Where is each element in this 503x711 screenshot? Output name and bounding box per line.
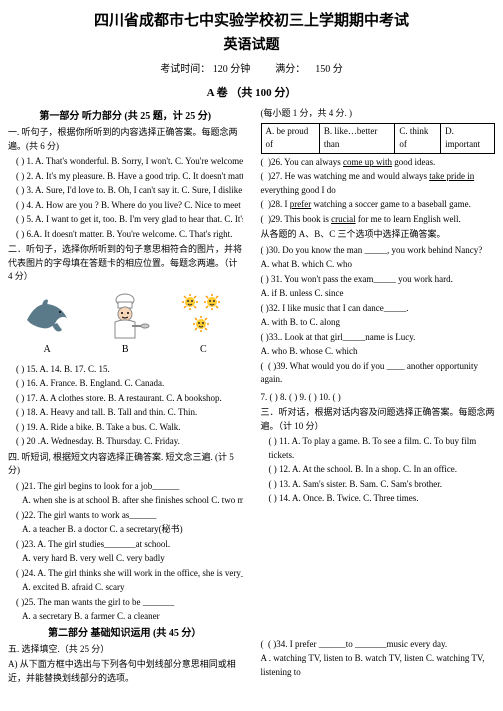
q11: ( ) 11. A. To play a game. B. To see a f… [269, 435, 496, 462]
time-label: 考试时间： [160, 64, 210, 75]
q2: ( ) 2. A. It's my pleasure. B. Have a go… [16, 170, 243, 184]
section3-intro: 三．听对话，根据对话内容及问题选择正确答案。每题念两遍。（计 10 分） [261, 406, 496, 433]
part1-title: 第一部分 听力部分 (共 25 题，计 25 分) [8, 109, 243, 124]
q25: ( )25. The man wants the girl to be ____… [16, 596, 243, 610]
q15: ( ) 15. A. 14. B. 17. C. 15. [16, 363, 243, 377]
q33: ( )33.. Look at that girl_____name is Lu… [261, 331, 496, 345]
q19: ( ) 19. A. Ride a bike. B. Take a bus. C… [16, 421, 243, 435]
opt-c: C. think of [395, 123, 441, 153]
full-value: 150 分 [315, 64, 343, 75]
q18: ( ) 18. A. Heavy and tall. B. Tall and t… [16, 406, 243, 420]
section-a-heading: A 卷 （共 100 分） [8, 85, 495, 102]
q23: ( )23. A. The girl studies_______at scho… [16, 538, 243, 552]
section5b: 从各题的 A、B、C 三个选项中选择正确答案。 [261, 228, 496, 242]
suns-icon [178, 290, 228, 340]
section5-intro: 五. 选择填空.（共 25 分） [8, 643, 243, 657]
q5: ( ) 5. A. I want to get it, too. B. I'm … [16, 213, 243, 227]
q31-opts: A. if B. unless C. since [261, 287, 496, 301]
q14: ( ) 14. A. Once. B. Twice. C. Three time… [269, 492, 496, 506]
section5a-sub: (每小题 1 分，共 4 分. ) [261, 107, 496, 121]
q13: ( ) 13. A. Sam's sister. B. Sam. C. Sam'… [269, 478, 496, 492]
full-label: 满分： [275, 64, 305, 75]
q23-opts: A. very hard B. very well C. very badly [22, 552, 243, 566]
q34: ( ( )34. I prefer ______to _______music … [261, 638, 496, 652]
chef-icon [100, 290, 150, 340]
q30: ( )30. Do you know the man _____, you wo… [261, 244, 496, 258]
opt-b: B. like…better than [319, 123, 394, 153]
exam-info: 考试时间： 120 分钟 满分： 150 分 [8, 62, 495, 77]
image-b: B [100, 290, 150, 357]
q32: ( )32. I like music that I can dance____… [261, 302, 496, 316]
q16: ( ) 16. A. France. B. England. C. Canada… [16, 377, 243, 391]
q30-opts: A. what B. which C. who [261, 258, 496, 272]
q3: ( ) 3. A. Sure, I'd love to. B. Oh, I ca… [16, 184, 243, 198]
q17: ( ) 17. A. A clothes store. B. A restaur… [16, 392, 243, 406]
options-box: A. be proud of B. like…better than C. th… [261, 123, 496, 154]
blanks-7-10: 7. ( ) 8. ( ) 9. ( ) 10. ( ) [261, 391, 496, 405]
q28: ( )28. I prefer watching a soccer game t… [261, 198, 496, 212]
section4-intro: 四. 听短词, 根据短文内容选择正确答案. 短文念三遍. (计 5 分) [8, 451, 243, 478]
part2-title: 第二部分 基础知识运用 (共 45 分） [8, 626, 243, 641]
q29: ( )29. This book is crucial for me to le… [261, 213, 496, 227]
q4: ( ) 4. A. How are you ? B. Where do you … [16, 199, 243, 213]
q31: ( ) 31. You won't pass the exam_____ you… [261, 273, 496, 287]
spacer [261, 507, 496, 637]
q25-opts: A. a secretary B. a farmer C. a cleaner [22, 610, 243, 624]
q6: ( ) 6.A. It doesn't matter. B. You're we… [16, 228, 243, 242]
page-title: 四川省成都市七中实验学校初三上学期期中考试 [8, 10, 495, 33]
section2-intro: 二．听句子，选择你所听到的句子意思相符合的图片，并将代表图片的字母填在答题卡的相… [8, 243, 243, 284]
label-a: A [22, 342, 72, 357]
opt-a: A. be proud of [261, 123, 319, 153]
q34-opts: A . watching TV, listen to B. watch TV, … [261, 652, 496, 679]
q20: ( ) 20 .A. Wednesday. B. Thursday. C. Fr… [16, 435, 243, 449]
q12: ( ) 12. A. At the school. B. In a shop. … [269, 463, 496, 477]
q39: ( ( )39. What would you do if you ____ a… [261, 360, 496, 387]
q24: ( )24. A. The girl thinks she will work … [16, 567, 243, 581]
dolphin-icon [22, 290, 72, 340]
opt-d: D. important [441, 123, 495, 153]
label-c: C [178, 342, 228, 357]
image-a: A [22, 290, 72, 357]
section1-intro: 一. 听句子，根据你所听到的内容选择正确答案。每题念两遍。(共 6 分) [8, 126, 243, 153]
q21-opts: A. when she is at school B. after she fi… [22, 494, 243, 508]
label-b: B [100, 342, 150, 357]
q22-opts: A. a teacher B. a doctor C. a secretary(… [22, 523, 243, 537]
q22: ( )22. The girl wants to work as______ [16, 509, 243, 523]
q26: ( )26. You can always come up with good … [261, 156, 496, 170]
q32-opts: A. with B. to C. along [261, 316, 496, 330]
content-columns: 第一部分 听力部分 (共 25 题，计 25 分) 一. 听句子，根据你所听到的… [8, 107, 495, 687]
q21: ( )21. The girl begins to look for a job… [16, 480, 243, 494]
subject: 英语试题 [8, 35, 495, 56]
section5a: A) 从下面方框中选出与下列各句中划线部分意思相同或相近，并能替换划线部分的选项… [8, 658, 243, 685]
q27: ( )27. He was watching me and would alwa… [261, 170, 496, 197]
q33-opts: A. who B. whose C. which [261, 345, 496, 359]
image-row: A B C [8, 290, 243, 357]
time-value: 120 分钟 [213, 64, 251, 75]
q1: ( ) 1. A. That's wonderful. B. Sorry, I … [16, 155, 243, 169]
q24-opts: A. excited B. afraid C. scary [22, 581, 243, 595]
image-c: C [178, 290, 228, 357]
